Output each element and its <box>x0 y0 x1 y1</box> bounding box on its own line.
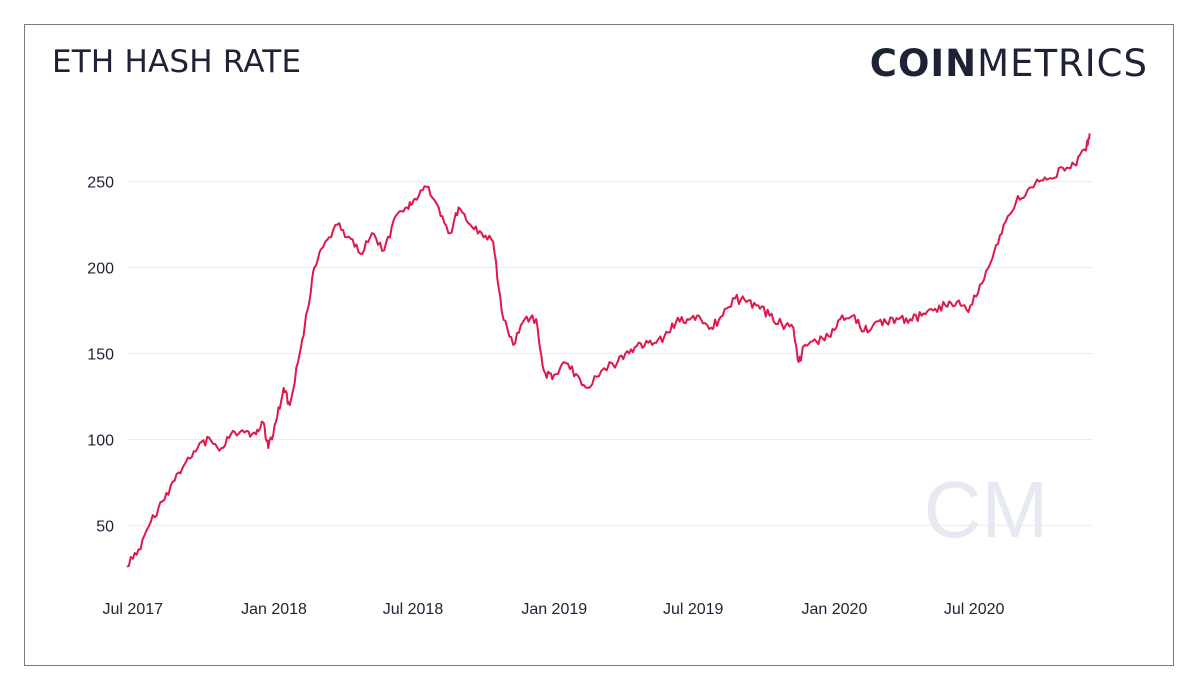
y-tick-label: 250 <box>87 175 114 192</box>
x-tick-label: Jan 2018 <box>241 601 307 618</box>
x-axis-ticks: Jul 2017 Jan 2018 Jul 2018 Jan 2019 Jul 2019… <box>103 601 1005 618</box>
y-tick-label: 50 <box>96 518 114 535</box>
x-tick-label: Jul 2020 <box>944 601 1005 618</box>
y-tick-label: 150 <box>87 347 114 364</box>
y-tick-label: 200 <box>87 261 114 278</box>
x-tick-label: Jul 2018 <box>383 601 444 618</box>
logo-bold-text: COIN <box>869 42 978 85</box>
chart-frame <box>24 24 1174 666</box>
gridlines <box>127 181 1092 526</box>
x-tick-label: Jul 2017 <box>103 601 164 618</box>
y-tick-label: 100 <box>87 432 114 449</box>
watermark-text: CM <box>924 465 1048 554</box>
coinmetrics-logo: COINMETRICS <box>870 42 1148 85</box>
series-line-hash-rate <box>126 133 1091 568</box>
watermark-logo: CM <box>924 465 1048 554</box>
series-layer <box>126 133 1091 568</box>
x-tick-label: Jan 2019 <box>521 601 587 618</box>
x-tick-label: Jul 2019 <box>663 601 724 618</box>
x-tick-label: Jan 2020 <box>802 601 868 618</box>
chart-title: ETH HASH RATE <box>52 44 302 80</box>
logo-light-text: METRICS <box>977 42 1148 85</box>
y-axis-ticks: 50 100 150 200 250 <box>87 175 114 536</box>
